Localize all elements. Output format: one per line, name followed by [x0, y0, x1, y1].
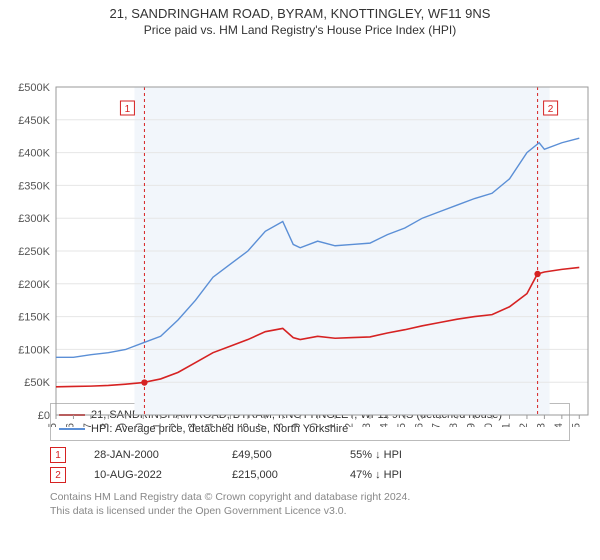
- svg-text:1: 1: [125, 104, 131, 115]
- svg-text:2018: 2018: [448, 423, 460, 427]
- event-row: 2 10-AUG-2022 £215,000 47% ↓ HPI: [50, 465, 570, 485]
- svg-text:2002: 2002: [169, 423, 181, 427]
- svg-text:1996: 1996: [64, 423, 76, 427]
- legend-swatch: [59, 428, 85, 430]
- svg-text:1997: 1997: [82, 423, 94, 427]
- svg-text:2025: 2025: [570, 423, 582, 427]
- svg-text:£400K: £400K: [18, 148, 50, 160]
- event-row: 1 28-JAN-2000 £49,500 55% ↓ HPI: [50, 445, 570, 465]
- svg-text:£500K: £500K: [18, 82, 50, 94]
- svg-text:2003: 2003: [187, 423, 199, 427]
- event-date: 10-AUG-2022: [94, 469, 204, 481]
- svg-text:£200K: £200K: [18, 279, 50, 291]
- svg-text:2008: 2008: [274, 423, 286, 427]
- svg-text:1999: 1999: [117, 423, 129, 427]
- svg-text:2023: 2023: [535, 423, 547, 427]
- svg-text:£150K: £150K: [18, 312, 50, 324]
- svg-text:£50K: £50K: [24, 377, 50, 389]
- svg-text:2014: 2014: [378, 423, 390, 427]
- svg-text:2004: 2004: [204, 423, 216, 427]
- svg-text:2015: 2015: [396, 423, 408, 427]
- svg-text:2006: 2006: [239, 423, 251, 427]
- event-price: £49,500: [232, 449, 322, 461]
- svg-text:£0: £0: [38, 410, 50, 422]
- event-table: 1 28-JAN-2000 £49,500 55% ↓ HPI 2 10-AUG-2022…: [50, 445, 570, 485]
- svg-text:1995: 1995: [47, 423, 59, 427]
- chart-titles: 21, SANDRINGHAM ROAD, BYRAM, KNOTTINGLEY…: [0, 0, 600, 37]
- svg-text:2021: 2021: [501, 423, 513, 427]
- svg-text:2009: 2009: [291, 423, 303, 427]
- svg-text:£350K: £350K: [18, 180, 50, 192]
- event-delta: 55% ↓ HPI: [350, 449, 402, 461]
- svg-text:2020: 2020: [483, 423, 495, 427]
- footer-attribution: Contains HM Land Registry data © Crown c…: [50, 491, 570, 518]
- event-marker-icon: 2: [50, 467, 66, 483]
- svg-text:2: 2: [548, 104, 554, 115]
- svg-text:2000: 2000: [134, 423, 146, 427]
- svg-text:2010: 2010: [309, 423, 321, 427]
- svg-text:1998: 1998: [99, 423, 111, 427]
- svg-text:2017: 2017: [431, 423, 443, 427]
- chart-area: £0£50K£100K£150K£200K£250K£300K£350K£400…: [0, 37, 600, 397]
- footer-line1: Contains HM Land Registry data © Crown c…: [50, 491, 570, 505]
- svg-text:2016: 2016: [413, 423, 425, 427]
- svg-text:£250K: £250K: [18, 246, 50, 258]
- svg-text:£300K: £300K: [18, 213, 50, 225]
- event-date: 28-JAN-2000: [94, 449, 204, 461]
- title-address: 21, SANDRINGHAM ROAD, BYRAM, KNOTTINGLEY…: [0, 6, 600, 21]
- svg-text:2012: 2012: [344, 423, 356, 427]
- svg-text:2022: 2022: [518, 423, 530, 427]
- svg-text:2005: 2005: [221, 423, 233, 427]
- svg-text:2011: 2011: [326, 423, 338, 427]
- svg-text:2007: 2007: [256, 423, 268, 427]
- footer-line2: This data is licensed under the Open Gov…: [50, 505, 570, 519]
- event-delta: 47% ↓ HPI: [350, 469, 402, 481]
- event-marker-icon: 1: [50, 447, 66, 463]
- svg-text:2019: 2019: [466, 423, 478, 427]
- svg-text:£450K: £450K: [18, 115, 50, 127]
- svg-text:2001: 2001: [152, 423, 164, 427]
- title-sub: Price paid vs. HM Land Registry's House …: [0, 23, 600, 37]
- svg-text:£100K: £100K: [18, 344, 50, 356]
- event-price: £215,000: [232, 469, 322, 481]
- svg-text:2024: 2024: [553, 423, 565, 427]
- svg-text:2013: 2013: [361, 423, 373, 427]
- line-chart: £0 £50K £100K £150K £200K £250K £300K £350K £400…: [0, 37, 600, 427]
